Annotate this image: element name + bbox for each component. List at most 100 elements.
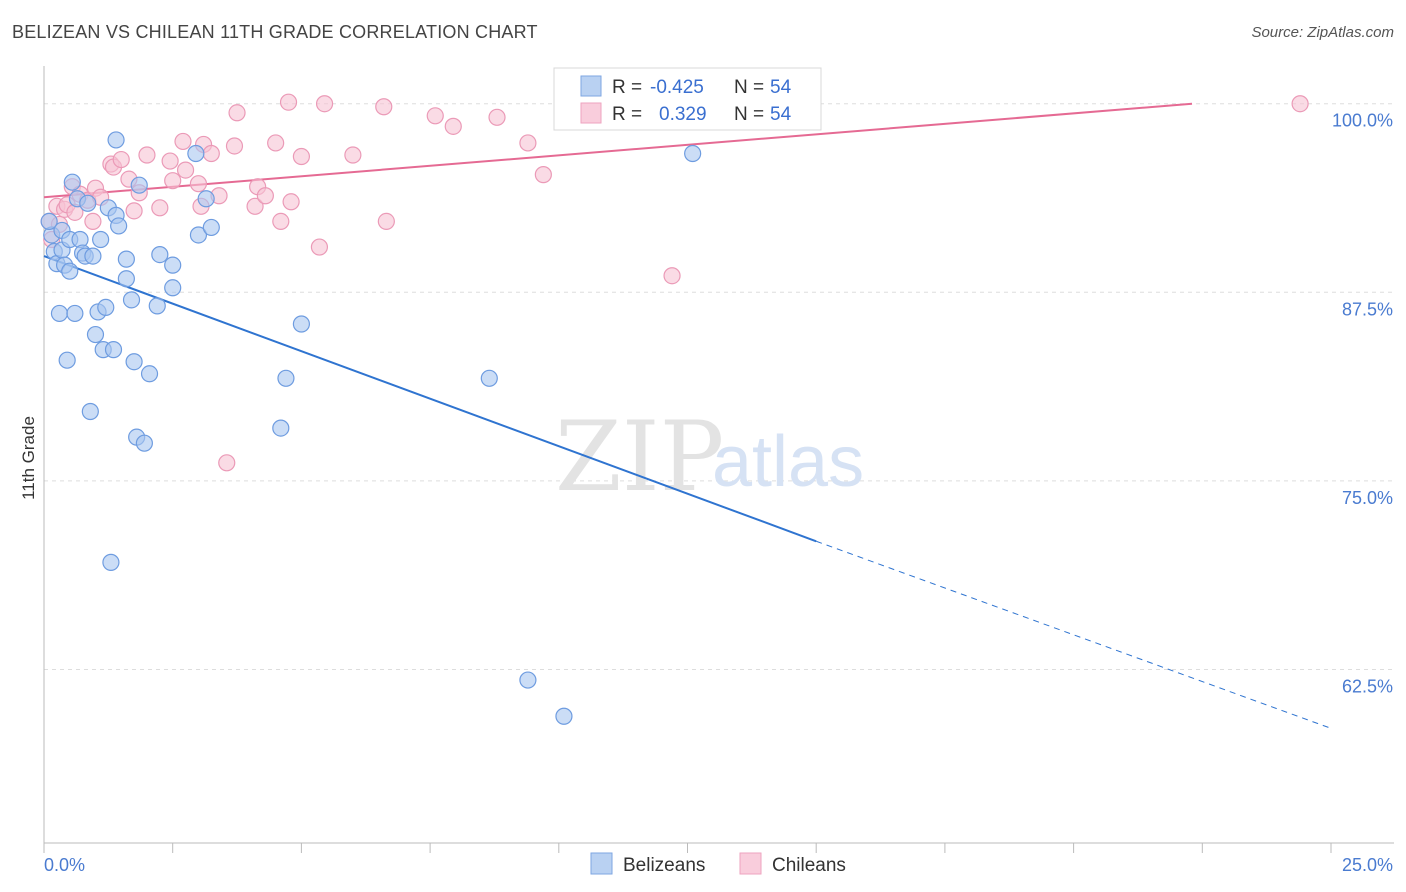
point-chilean-21 bbox=[161, 152, 179, 170]
point-belizean-31 bbox=[117, 270, 135, 288]
watermark-atlas: atlas bbox=[712, 422, 864, 502]
axes bbox=[43, 66, 1394, 853]
point-belizean-28 bbox=[107, 131, 125, 149]
point-chilean-17 bbox=[125, 202, 143, 220]
point-chilean-15 bbox=[112, 150, 130, 169]
source-label: Source: ZipAtlas.com bbox=[1251, 24, 1394, 41]
point-belizean-45 bbox=[202, 218, 220, 237]
point-belizean-46 bbox=[272, 419, 290, 437]
point-chilean-36 bbox=[267, 134, 285, 152]
point-belizean-19 bbox=[86, 325, 105, 344]
legend-r-value-belizeans: -0.425 bbox=[650, 77, 704, 98]
y-tick-label-2: 87.5% bbox=[1342, 299, 1393, 319]
point-belizean-50 bbox=[519, 671, 537, 689]
point-belizean-18 bbox=[84, 247, 102, 265]
point-chilean-20 bbox=[151, 199, 169, 217]
point-belizean-40 bbox=[164, 256, 182, 274]
point-chilean-33 bbox=[246, 197, 264, 215]
x-tick-label-1: 25.0% bbox=[1342, 855, 1393, 875]
point-belizean-48 bbox=[292, 315, 310, 333]
point-belizean-37 bbox=[140, 365, 159, 383]
legend-n-value-chileans: 54 bbox=[770, 104, 792, 125]
point-belizean-36 bbox=[135, 434, 153, 452]
point-belizean-49 bbox=[480, 369, 498, 387]
point-chilean-44 bbox=[375, 98, 393, 116]
point-chilean-32 bbox=[228, 104, 246, 122]
bottom-legend-chileans: Chileans bbox=[772, 855, 846, 876]
watermark-zip: ZIP bbox=[555, 401, 724, 513]
point-belizean-44 bbox=[197, 190, 215, 208]
point-chilean-48 bbox=[488, 108, 506, 126]
x-tick-labels: 0.0% 25.0% bbox=[44, 855, 1393, 875]
point-belizean-17 bbox=[81, 402, 99, 421]
point-belizean-35 bbox=[130, 176, 148, 194]
legend-swatch-chileans bbox=[580, 102, 602, 124]
bottom-legend-swatch-belizeans bbox=[590, 852, 613, 875]
legend-swatch-belizeans bbox=[580, 75, 602, 97]
x-tick-label-0: 0.0% bbox=[44, 855, 85, 875]
trend-line-belizeans-extrapolated bbox=[816, 540, 1332, 729]
y-tick-label-1: 75.0% bbox=[1342, 488, 1393, 508]
point-belizean-26 bbox=[104, 341, 123, 359]
point-chilean-10 bbox=[84, 212, 102, 230]
point-belizean-33 bbox=[125, 353, 143, 371]
bottom-legend-belizeans: Belizeans bbox=[623, 855, 705, 876]
point-belizean-51 bbox=[555, 707, 573, 725]
point-chilean-50 bbox=[534, 166, 552, 184]
point-chilean-35 bbox=[256, 187, 274, 205]
point-belizean-41 bbox=[164, 279, 182, 297]
legend-r-label-2: R = bbox=[612, 104, 642, 125]
grid bbox=[44, 103, 1394, 670]
point-chilean-24 bbox=[176, 161, 195, 179]
point-belizean-32 bbox=[122, 291, 141, 309]
trend-lines bbox=[43, 102, 1332, 729]
point-chilean-45 bbox=[377, 212, 395, 230]
point-chilean-49 bbox=[519, 134, 537, 152]
y-tick-labels: 62.5% 75.0% 87.5% 100.0% bbox=[1332, 111, 1393, 697]
point-chilean-23 bbox=[174, 132, 192, 151]
point-chilean-31 bbox=[225, 137, 244, 155]
point-chilean-47 bbox=[444, 117, 462, 135]
point-chilean-46 bbox=[426, 107, 444, 125]
trend-line-belizeans bbox=[43, 255, 817, 543]
legend-n-value-belizeans: 54 bbox=[770, 77, 792, 98]
point-chilean-19 bbox=[138, 146, 156, 164]
y-axis-label: 11th Grade bbox=[19, 416, 38, 500]
point-belizean-38 bbox=[148, 297, 166, 315]
watermark: ZIP atlas bbox=[555, 401, 864, 513]
point-belizean-7 bbox=[58, 351, 76, 369]
legend-r-label-1: R = bbox=[612, 77, 642, 98]
legend-n-label-1: N = bbox=[734, 77, 764, 98]
point-belizean-29 bbox=[110, 217, 128, 235]
point-belizean-23 bbox=[97, 298, 115, 316]
point-chilean-43 bbox=[344, 146, 362, 164]
point-chilean-39 bbox=[282, 193, 300, 211]
point-chilean-42 bbox=[315, 95, 334, 113]
point-chilean-53 bbox=[1291, 95, 1309, 113]
point-chilean-30 bbox=[218, 454, 236, 472]
point-chilean-25 bbox=[189, 175, 208, 193]
legend-r-value-chileans: 0.329 bbox=[659, 104, 707, 125]
legend-n-label-2: N = bbox=[734, 104, 764, 125]
point-belizean-30 bbox=[117, 250, 135, 268]
point-chilean-22 bbox=[164, 172, 182, 190]
trend-line-chileans bbox=[43, 102, 1193, 199]
y-tick-label-0: 62.5% bbox=[1342, 676, 1393, 696]
chart-title: BELIZEAN VS CHILEAN 11TH GRADE CORRELATI… bbox=[12, 22, 538, 42]
point-belizean-11 bbox=[66, 304, 84, 323]
point-belizean-16 bbox=[79, 194, 97, 212]
point-belizean-9 bbox=[61, 262, 79, 280]
bottom-legend-swatch-chileans bbox=[739, 852, 762, 875]
point-chilean-38 bbox=[279, 93, 298, 111]
point-belizean-10 bbox=[63, 173, 81, 191]
point-chilean-37 bbox=[272, 212, 290, 230]
point-belizean-25 bbox=[102, 553, 120, 571]
point-chilean-28 bbox=[202, 144, 220, 163]
point-belizean-53 bbox=[40, 212, 58, 230]
point-belizean-3 bbox=[50, 304, 69, 323]
point-belizean-52 bbox=[684, 144, 702, 163]
legend-box: R = -0.425 N = 54 R = 0.329 N = 54 bbox=[553, 67, 822, 131]
point-chilean-41 bbox=[310, 238, 329, 256]
point-belizean-47 bbox=[277, 369, 295, 387]
